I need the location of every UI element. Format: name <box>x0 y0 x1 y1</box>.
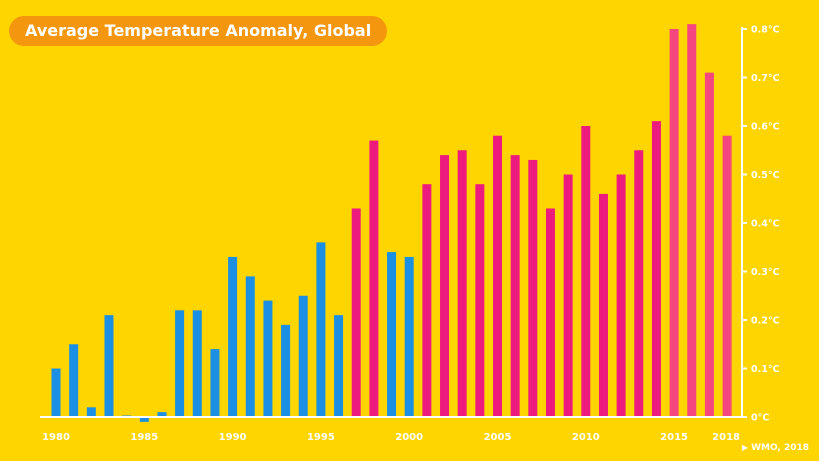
bar-1982 <box>86 407 96 417</box>
bar-1981 <box>69 344 79 417</box>
bar-1986 <box>157 412 167 417</box>
chart-title: Average Temperature Anomaly, Global <box>9 16 388 46</box>
bar-2010 <box>581 126 591 417</box>
bar-1990 <box>228 256 238 417</box>
y-tick-label: 0.1°C <box>751 364 780 375</box>
bar-1985 <box>139 417 149 422</box>
bar-2011 <box>598 193 608 417</box>
x-tick-label: 2010 <box>572 432 600 443</box>
bar-2009 <box>563 174 573 417</box>
bar-1997 <box>351 208 361 417</box>
y-tick-label: 0.6°C <box>751 122 780 133</box>
bar-1998 <box>369 140 379 418</box>
bar-1991 <box>245 276 255 417</box>
source-text: WMO, 2018 <box>751 443 809 453</box>
bar-2018 <box>722 135 732 417</box>
x-axis-ticks: 1980 1985 1990 1995 2000 2005 2010 2015 2018 <box>42 432 740 443</box>
bar-2008 <box>545 208 555 417</box>
x-tick-label: 1985 <box>130 432 158 443</box>
bar-2013 <box>634 150 644 417</box>
x-tick-label: 1980 <box>42 432 70 443</box>
y-axis-ticks: 0°C 0.1°C 0.2°C 0.3°C 0.4°C 0.5°C 0.6°C 0.7°C 0.… <box>742 25 780 424</box>
bar-2017 <box>704 72 714 418</box>
y-tick-label: 0.2°C <box>751 316 780 327</box>
bar-1996 <box>334 315 344 417</box>
bar-2006 <box>510 155 520 417</box>
y-tick-label: 0.8°C <box>751 25 780 36</box>
bar-2002 <box>440 155 450 417</box>
bar-2001 <box>422 184 432 417</box>
x-tick-label: 2015 <box>660 432 688 443</box>
bar-1983 <box>104 315 114 417</box>
bar-2007 <box>528 159 538 417</box>
x-tick-label: 2018 <box>712 432 740 443</box>
x-tick-label: 2000 <box>395 432 423 443</box>
y-tick-label: 0.5°C <box>751 170 780 181</box>
bar-1992 <box>263 300 273 417</box>
bar-2016 <box>687 24 697 418</box>
y-tick-label: 0.7°C <box>751 73 780 84</box>
bars-group <box>51 24 732 422</box>
bar-2012 <box>616 174 626 417</box>
bar-1999 <box>387 252 397 417</box>
bar-1995 <box>316 242 326 417</box>
bar-1987 <box>175 310 185 417</box>
y-tick-label: 0°C <box>751 413 769 424</box>
bar-2003 <box>457 150 467 417</box>
bar-2015 <box>669 29 679 417</box>
bar-1988 <box>192 310 202 417</box>
x-tick-label: 2005 <box>484 432 512 443</box>
y-tick-label: 0.4°C <box>751 219 780 230</box>
bar-1980 <box>51 368 61 417</box>
bar-1994 <box>298 295 308 417</box>
x-tick-label: 1995 <box>307 432 335 443</box>
bar-2005 <box>493 135 502 417</box>
bar-2000 <box>404 256 414 417</box>
bar-1989 <box>210 349 220 417</box>
source-credit: ▶ WMO, 2018 <box>742 443 809 453</box>
bar-1993 <box>281 324 291 417</box>
play-triangle-icon: ▶ <box>741 443 749 452</box>
x-tick-label: 1990 <box>219 432 247 443</box>
bar-2014 <box>651 121 661 418</box>
bar-2004 <box>475 184 485 417</box>
y-tick-label: 0.3°C <box>751 267 780 278</box>
